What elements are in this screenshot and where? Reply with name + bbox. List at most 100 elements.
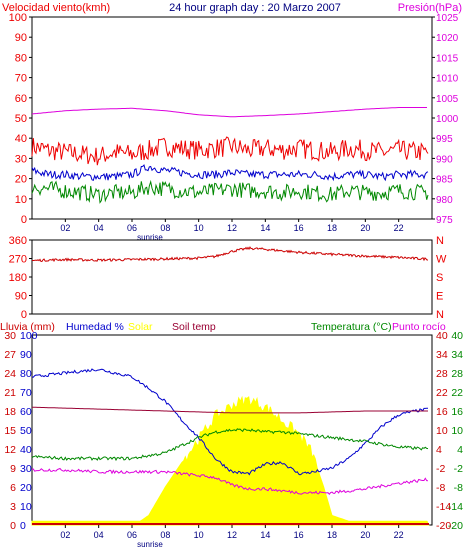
temperature-line xyxy=(31,428,429,462)
wind-speed-tick-label: 40 xyxy=(15,133,27,145)
temperature-tick-label: 22 xyxy=(436,387,448,399)
compass-label: W xyxy=(436,254,447,266)
weather-panel: Lluvia (mm) Humedad % Solar Soil temp Temper… xyxy=(0,321,463,549)
temperature-tick-label: 34 xyxy=(436,349,448,361)
humidity-tick-label: 0 xyxy=(20,520,26,532)
temperature-tick-label: 16 xyxy=(436,406,448,418)
humidity-tick-label: 80 xyxy=(20,368,32,380)
wind-speed-plot-frame xyxy=(31,16,433,220)
humidity-tick-label: 20 xyxy=(20,482,32,494)
x-tick-label: 14 xyxy=(260,530,270,540)
direction-tick-label: 360 xyxy=(9,235,27,247)
direction-tick-label: 270 xyxy=(9,254,27,266)
wind-direction-series xyxy=(31,246,428,263)
humidity-tick-label: 40 xyxy=(20,444,32,456)
x-tick-label: 18 xyxy=(327,530,337,540)
rain-tick-label: 21 xyxy=(4,387,16,399)
dew-point-line xyxy=(31,467,429,495)
gust-line xyxy=(31,136,429,166)
x-tick-label: 02 xyxy=(60,223,70,233)
wind-speed-tick-label: 80 xyxy=(15,52,27,64)
temperature-tick-label: -14 xyxy=(436,501,451,513)
temperature-tick-label: -20 xyxy=(436,520,451,532)
pressure-line xyxy=(31,107,427,118)
wind-speed-panel: Velocidad viento(kmh) 24 hour graph day … xyxy=(2,2,462,242)
wind-speed-tick-label: 60 xyxy=(15,93,27,105)
x-tick-label: 20 xyxy=(360,223,370,233)
temperature-tick-label: 22 xyxy=(451,387,463,399)
rain-tick-label: 12 xyxy=(4,444,16,456)
compass-label: E xyxy=(436,291,443,303)
rain-tick-label: 27 xyxy=(4,349,16,361)
temperature-ticks-green: -20 -14 -8 -2 4 10 16 22 28 34 40 xyxy=(448,330,463,532)
wind-speed-tick-label: 90 xyxy=(15,32,27,44)
humidity-tick-label: 60 xyxy=(20,406,32,418)
wind-speed-tick-label: 20 xyxy=(15,174,27,186)
average-line xyxy=(31,164,429,182)
wind-speed-ticks: 0 10 20 30 40 50 60 70 80 90 100 xyxy=(9,12,32,226)
wind-speed-tick-label: 50 xyxy=(15,113,27,125)
wind-speed-tick-label: 100 xyxy=(9,12,27,24)
humidity-tick-label: 10 xyxy=(20,501,32,513)
rain-tick-label: 9 xyxy=(10,463,16,475)
temperature-tick-label: 40 xyxy=(451,330,463,342)
humidity-ticks: 0 10 20 30 40 50 60 70 80 90 100 xyxy=(20,330,38,532)
x-tick-label: 06 xyxy=(127,530,137,540)
low-line xyxy=(31,179,429,204)
rain-tick-label: 24 xyxy=(4,368,16,380)
x-tick-label: 16 xyxy=(294,530,304,540)
temperature-tick-label: 4 xyxy=(457,444,463,456)
pressure-tick-label: 985 xyxy=(436,175,453,186)
x-tick-label: 02 xyxy=(60,530,70,540)
chart-title: 24 hour graph day : 20 Marzo 2007 xyxy=(169,2,341,14)
pressure-axis-title: Presión(hPa) xyxy=(398,2,462,14)
pressure-ticks: 975 980 985 990 995 1000 1005 1010 1015 1020 1025 xyxy=(432,13,459,226)
wind-speed-tick-label: 0 xyxy=(21,214,27,226)
temperature-tick-label: -8 xyxy=(454,482,463,494)
weather-series xyxy=(31,368,430,526)
x-tick-label: 18 xyxy=(327,223,337,233)
rain-tick-label: 3 xyxy=(10,501,16,513)
pressure-tick-label: 1020 xyxy=(436,33,459,44)
temperature-tick-label: 16 xyxy=(451,406,463,418)
humidity-tick-label: 30 xyxy=(20,463,32,475)
wind-direction-line xyxy=(31,246,428,263)
humidity-line xyxy=(31,368,428,476)
wind-speed-tick-label: 70 xyxy=(15,73,27,85)
x-tick-label: 10 xyxy=(194,223,204,233)
pressure-tick-label: 980 xyxy=(436,195,453,206)
weather-x-ticks: 02 04 06 08 10 12 14 16 18 20 22 xyxy=(60,525,404,540)
x-tick-label: 08 xyxy=(160,223,170,233)
temperature-tick-label: 28 xyxy=(436,368,448,380)
pressure-tick-label: 1000 xyxy=(436,114,459,125)
temperature-tick-label: -2 xyxy=(436,463,445,475)
rain-tick-label: 15 xyxy=(4,425,16,437)
rain-tick-label: 0 xyxy=(10,520,16,532)
legend-entry: Solar xyxy=(128,321,153,333)
x-tick-label: 20 xyxy=(360,530,370,540)
wind-speed-series xyxy=(31,107,429,204)
x-tick-label: 22 xyxy=(394,223,404,233)
wind-speed-tick-label: 30 xyxy=(15,153,27,165)
x-tick-label: 04 xyxy=(94,223,104,233)
temperature-tick-label: -2 xyxy=(454,463,463,475)
x-tick-label: 08 xyxy=(160,530,170,540)
rain-tick-label: 18 xyxy=(4,406,16,418)
x-tick-label: 12 xyxy=(227,223,237,233)
temperature-tick-label: -8 xyxy=(436,482,445,494)
humidity-tick-label: 50 xyxy=(20,425,32,437)
wind-speed-tick-label: 10 xyxy=(15,194,27,206)
x-tick-label: 04 xyxy=(94,530,104,540)
pressure-tick-label: 1005 xyxy=(436,94,459,105)
legend-entry: Temperatura (°C) xyxy=(311,321,392,333)
wind-direction-ticks: 0 90 180 270 360 xyxy=(9,235,32,321)
compass-label: N xyxy=(436,309,444,321)
wind-speed-x-ticks: 02 04 06 08 10 12 14 16 18 20 22 xyxy=(60,219,404,233)
pressure-tick-label: 995 xyxy=(436,134,453,145)
direction-tick-label: 180 xyxy=(9,272,27,284)
temperature-tick-label: -20 xyxy=(448,520,463,532)
rain-tick-label: 30 xyxy=(4,330,16,342)
